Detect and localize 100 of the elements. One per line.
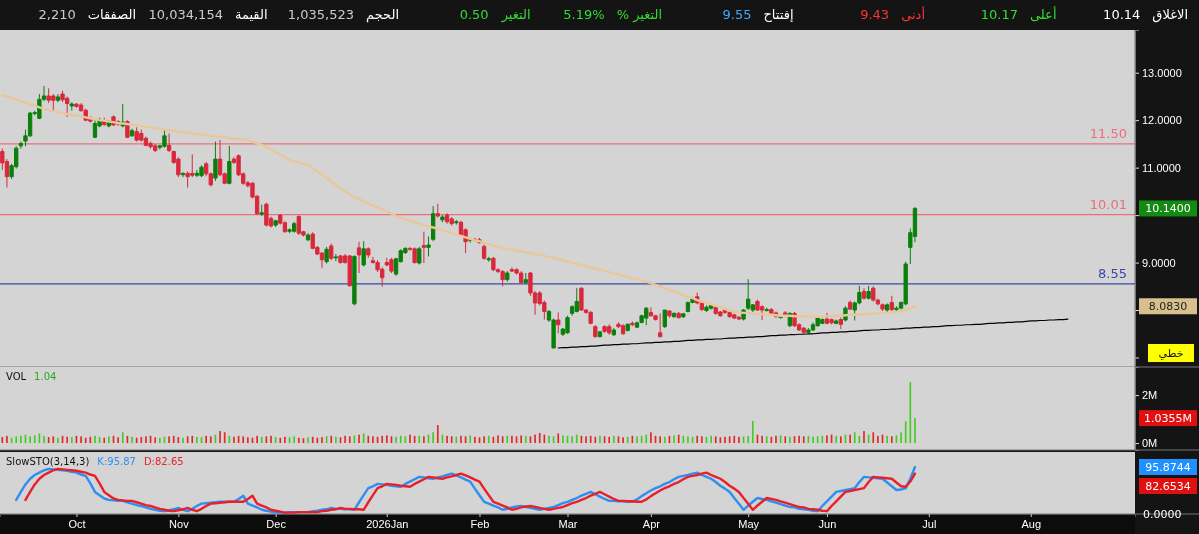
text: 0.50 xyxy=(459,7,489,22)
text: أعلى xyxy=(1029,6,1057,22)
candlestick xyxy=(801,326,806,335)
candlestick xyxy=(389,257,394,274)
candlestick xyxy=(162,129,167,149)
candlestick xyxy=(213,141,218,182)
candlestick xyxy=(361,240,366,267)
text: الحجم xyxy=(365,7,399,23)
candlestick xyxy=(347,254,352,287)
text: 10.1400 xyxy=(1145,202,1191,216)
text: إفتتاح xyxy=(763,7,794,23)
ref-line-label: 11.50 xyxy=(1089,125,1127,141)
candlestick xyxy=(259,204,264,217)
text: التغير xyxy=(500,7,531,23)
text: 0.0000 xyxy=(1143,508,1182,521)
candlestick xyxy=(180,171,186,178)
candlestick xyxy=(685,301,691,313)
x-tick-label: Aug xyxy=(1021,517,1042,530)
text: القيمة xyxy=(234,7,268,22)
x-tick-label: Feb xyxy=(470,517,490,530)
candlestick xyxy=(597,330,603,339)
candlestick xyxy=(55,93,61,103)
line-series xyxy=(1,93,917,318)
x-tick-label: Mar xyxy=(558,517,578,530)
candlestick xyxy=(648,306,654,318)
candlestick xyxy=(92,119,98,139)
candlestick xyxy=(74,102,79,109)
candlestick xyxy=(574,287,579,313)
candlestick xyxy=(630,320,635,327)
candlestick xyxy=(273,219,278,228)
candlestick xyxy=(824,312,830,325)
candlestick xyxy=(889,295,894,312)
text: 1.0355M xyxy=(1144,412,1192,426)
candlestick xyxy=(194,169,200,178)
candlestick xyxy=(671,311,677,319)
candlestick xyxy=(481,244,487,261)
candlestick xyxy=(199,164,204,178)
candlestick xyxy=(500,269,505,287)
candlestick xyxy=(227,145,232,185)
text: 10.14 xyxy=(1103,7,1141,22)
candlestick xyxy=(759,304,765,321)
x-tick-label: Apr xyxy=(642,517,661,530)
candlestick xyxy=(681,312,686,319)
text: 10,034,154 xyxy=(148,7,223,22)
y-tick-label: 12.0000 xyxy=(1142,114,1182,127)
candlestick xyxy=(620,323,626,336)
y-tick-label: 11.0000 xyxy=(1142,161,1181,174)
text: 5.19% xyxy=(563,7,605,22)
text: 9.43 xyxy=(860,7,890,22)
candlestick xyxy=(486,256,491,263)
candlestick xyxy=(491,256,496,272)
candlestick xyxy=(440,214,445,223)
text: أدنى xyxy=(901,6,925,22)
candlestick xyxy=(421,231,427,264)
candlestick xyxy=(417,246,422,265)
y-tick-label: 0M xyxy=(1142,437,1158,450)
chart-title: VOL xyxy=(6,371,27,382)
series-label: K:95.87 xyxy=(97,456,136,467)
candlestick xyxy=(505,270,510,283)
candlestick xyxy=(810,321,816,332)
x-tick-label: Oct xyxy=(68,517,86,530)
text: الصفقات xyxy=(87,7,136,22)
candlestick xyxy=(509,266,515,273)
x-tick-label: 2026Jan xyxy=(366,517,409,530)
candlestick xyxy=(426,235,431,257)
candlestick xyxy=(676,311,681,320)
candlestick xyxy=(556,311,561,334)
candlestick xyxy=(769,307,774,316)
candlestick xyxy=(903,261,908,306)
text: 10.17 xyxy=(980,7,1018,22)
candlestick xyxy=(847,300,853,311)
candlestick xyxy=(736,315,742,321)
candlestick xyxy=(264,202,269,227)
candlestick xyxy=(565,315,570,335)
candlestick xyxy=(838,317,843,330)
candlestick xyxy=(324,246,329,265)
chart-title: SlowSTO(3,14,3) xyxy=(6,456,90,467)
ref-line-label: 8.55 xyxy=(1098,265,1127,281)
candlestick xyxy=(662,309,667,329)
candlestick xyxy=(129,128,135,138)
candlestick xyxy=(657,312,663,339)
candlestick xyxy=(523,272,528,285)
annotation: 1.04 xyxy=(34,371,57,382)
candlestick xyxy=(871,285,876,302)
y-tick-label: 9.0000 xyxy=(1142,256,1176,269)
x-tick-label: Dec xyxy=(266,517,287,530)
candlestick xyxy=(704,304,709,313)
candlestick xyxy=(329,243,334,261)
y-tick-label: 2M xyxy=(1142,389,1158,402)
text: 1,035,523 xyxy=(287,7,354,22)
candlestick xyxy=(69,101,74,112)
candlestick xyxy=(454,219,459,226)
candlestick xyxy=(579,286,584,312)
candlestick xyxy=(834,319,839,325)
text: الاغلاق xyxy=(1152,7,1188,23)
y-tick-label: 13.0000 xyxy=(1142,66,1182,79)
text: 8.0830 xyxy=(1148,300,1188,314)
candlestick xyxy=(338,254,343,265)
candlestick xyxy=(884,302,890,313)
text: التغير % xyxy=(616,7,662,23)
